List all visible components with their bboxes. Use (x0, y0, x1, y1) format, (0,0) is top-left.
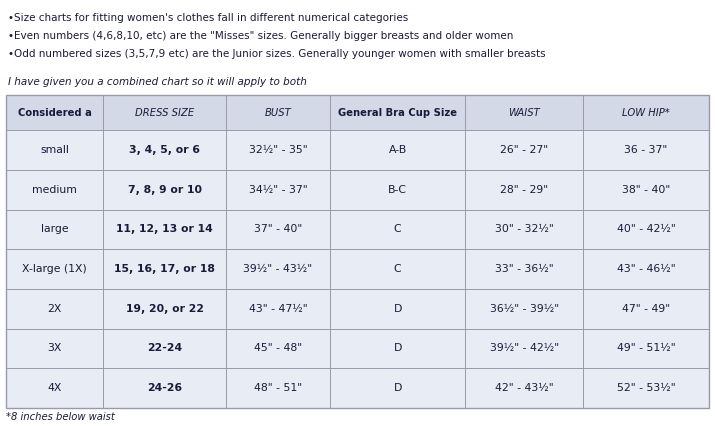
Text: small: small (40, 145, 69, 155)
Text: 49" - 51½": 49" - 51½" (617, 343, 676, 354)
Bar (6, 249, 709, 289)
Text: 38" - 40": 38" - 40" (622, 185, 670, 195)
Text: 39½" - 43½": 39½" - 43½" (244, 264, 312, 274)
Text: 28" - 29": 28" - 29" (500, 185, 548, 195)
Text: *8 inches below waist: *8 inches below waist (6, 412, 114, 422)
Bar (6, 328, 709, 368)
Text: Considered a: Considered a (18, 108, 92, 118)
Text: 42" - 43½": 42" - 43½" (495, 383, 553, 393)
Text: 3X: 3X (47, 343, 61, 354)
Text: •Even numbers (4,6,8,10, etc) are the "Misses" sizes. Generally bigger breasts a: •Even numbers (4,6,8,10, etc) are the "M… (8, 31, 513, 41)
Text: 24-26: 24-26 (147, 383, 182, 393)
Text: 39½" - 42½": 39½" - 42½" (490, 343, 558, 354)
Bar (6, 289, 709, 328)
Text: 52" - 53½": 52" - 53½" (617, 383, 676, 393)
Text: 15, 16, 17, or 18: 15, 16, 17, or 18 (114, 264, 215, 274)
Text: 4X: 4X (47, 383, 61, 393)
Text: I have given you a combined chart so it will apply to both: I have given you a combined chart so it … (8, 77, 307, 87)
Text: X-large (1X): X-large (1X) (22, 264, 87, 274)
Bar (6, 368, 709, 408)
Text: 43" - 47½": 43" - 47½" (249, 304, 307, 314)
Text: DRESS SIZE: DRESS SIZE (135, 108, 194, 118)
Text: 47" - 49": 47" - 49" (622, 304, 670, 314)
Text: General Bra Cup Size: General Bra Cup Size (338, 108, 457, 118)
Text: D: D (393, 383, 402, 393)
Text: 2X: 2X (47, 304, 61, 314)
Text: WAIST: WAIST (508, 108, 540, 118)
Bar (6, 95, 709, 408)
Text: 26" - 27": 26" - 27" (500, 145, 548, 155)
Text: 43" - 46½": 43" - 46½" (617, 264, 676, 274)
Text: •Odd numbered sizes (3,5,7,9 etc) are the Junior sizes. Generally younger women : •Odd numbered sizes (3,5,7,9 etc) are th… (8, 49, 546, 59)
Text: 36 - 37": 36 - 37" (624, 145, 668, 155)
Bar (6, 170, 709, 210)
Text: 45" - 48": 45" - 48" (254, 343, 302, 354)
Text: 19, 20, or 22: 19, 20, or 22 (126, 304, 204, 314)
Text: 30" - 32½": 30" - 32½" (495, 225, 553, 234)
Text: A-B: A-B (388, 145, 407, 155)
Text: 36½" - 39½": 36½" - 39½" (490, 304, 558, 314)
Text: 34½" - 37": 34½" - 37" (249, 185, 307, 195)
Text: medium: medium (32, 185, 77, 195)
Text: 37" - 40": 37" - 40" (254, 225, 302, 234)
Text: D: D (393, 304, 402, 314)
Bar (6, 130, 709, 170)
Text: 22-24: 22-24 (147, 343, 182, 354)
Text: D: D (393, 343, 402, 354)
Text: •Size charts for fitting women's clothes fall in different numerical categories: •Size charts for fitting women's clothes… (8, 13, 408, 23)
Text: large: large (41, 225, 69, 234)
Text: C: C (394, 225, 401, 234)
Bar (6, 210, 709, 249)
Text: 33" - 36½": 33" - 36½" (495, 264, 553, 274)
Text: 40" - 42½": 40" - 42½" (617, 225, 676, 234)
Text: C: C (394, 264, 401, 274)
Text: 11, 12, 13 or 14: 11, 12, 13 or 14 (116, 225, 213, 234)
Text: 3, 4, 5, or 6: 3, 4, 5, or 6 (129, 145, 200, 155)
Text: 32½" - 35": 32½" - 35" (249, 145, 307, 155)
Text: 48" - 51": 48" - 51" (254, 383, 302, 393)
Text: BUST: BUST (265, 108, 292, 118)
Text: LOW HIP*: LOW HIP* (622, 108, 670, 118)
Text: B-C: B-C (388, 185, 407, 195)
Text: 7, 8, 9 or 10: 7, 8, 9 or 10 (127, 185, 202, 195)
Bar (6, 95, 709, 130)
